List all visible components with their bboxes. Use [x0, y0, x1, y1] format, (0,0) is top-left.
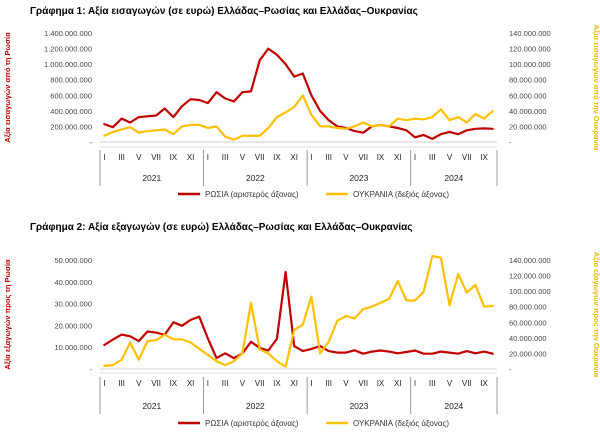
chart-1-right-axis-label: Αξία εισαγωγών από την Ουκρανία [592, 25, 600, 151]
chart-1-month-label: XI [394, 153, 402, 162]
chart-2-month-label: III [325, 379, 332, 388]
chart-2-month-label: VII [462, 379, 472, 388]
chart-2-left-axis-label: Αξία εξαγωγών προς τη Ρωσία [3, 259, 12, 370]
chart-2-right-tick: 100.000.000 [509, 287, 551, 296]
chart-1-left-tick: 800.000.000 [50, 76, 92, 85]
chart-2-right-tick: 20.000.000 [509, 349, 547, 358]
chart-1-year-label: 2022 [246, 173, 265, 183]
chart-1-month-label: IX [377, 153, 385, 162]
chart-1-series-russia-line [103, 47, 494, 140]
chart-1-month-label: I [207, 153, 209, 162]
chart-2-legend-ukraine-label: ΟΥΚΡΑΝΙΑ (δεξιός άξονας) [353, 419, 449, 428]
chart-1-year-label: 2024 [444, 173, 463, 183]
chart-2-month-label: XI [290, 379, 298, 388]
chart-1-month-label: XI [290, 153, 298, 162]
chart-2-month-label: IX [170, 379, 178, 388]
chart-2-year-label: 2024 [444, 401, 463, 411]
chart-1-right-tick: 120.000.000 [509, 45, 551, 54]
chart-2-month-label: VII [358, 379, 368, 388]
chart-2-month-label: IX [480, 379, 488, 388]
chart-1-month-label: VII [255, 153, 265, 162]
chart-2-month-label: V [447, 379, 453, 388]
chart-1-right-tick: 100.000.000 [509, 60, 551, 69]
chart-2-month-label: III [118, 379, 125, 388]
chart-1-title: Γράφημα 1: Αξία εισαγωγών (σε ευρώ) Ελλά… [30, 6, 418, 17]
chart-1-month-label: III [429, 153, 436, 162]
chart-1-right-tick: 40.000.000 [509, 107, 547, 116]
chart-2-right-tick: 120.000.000 [509, 272, 551, 281]
chart-2-left-tick: 10.000.000 [54, 343, 92, 352]
chart-1-right-tick: 140.000.000 [509, 29, 551, 38]
chart-1-left-tick: 600.000.000 [50, 91, 92, 100]
chart-1-month-label: III [118, 153, 125, 162]
chart-2-left-tick: 30.000.000 [54, 300, 92, 309]
chart-1-legend-russia-label: ΡΩΣΙΑ (αριστερός άξονας) [205, 190, 299, 199]
chart-1-month-label: V [136, 153, 142, 162]
chart-2-right-tick: 140.000.000 [509, 256, 551, 265]
chart-1-month-label: VII [462, 153, 472, 162]
chart-1-series-ukraine-line [103, 94, 494, 141]
chart-2-right-tick: 40.000.000 [509, 334, 547, 343]
chart-2-month-label: VII [151, 379, 161, 388]
chart-2-month-label: VII [255, 379, 265, 388]
chart-1-month-label: V [343, 153, 349, 162]
chart-1-left-tick: 1.200.000.000 [44, 45, 92, 54]
chart-2-month-label: I [103, 379, 105, 388]
chart-1-month-label: VII [358, 153, 368, 162]
chart-2-year-label: 2022 [246, 401, 265, 411]
chart-2-year-label: 2021 [142, 401, 161, 411]
chart-1-month-label: V [240, 153, 246, 162]
chart-2-title: Γράφημα 2: Αξία εξαγωγών (σε ευρώ) Ελλάδ… [30, 222, 413, 233]
chart-1-left-tick: - [90, 138, 93, 147]
chart-2-month-label: III [429, 379, 436, 388]
chart-1-month-label: V [447, 153, 453, 162]
chart-1-month-label: I [103, 153, 105, 162]
chart-1-right-tick: 20.000.000 [509, 122, 547, 131]
chart-2-legend-russia-label: ΡΩΣΙΑ (αριστερός άξονας) [205, 419, 299, 428]
chart-1-month-label: III [222, 153, 229, 162]
chart-2-month-label: XI [187, 379, 195, 388]
chart-1-month-label: I [414, 153, 416, 162]
chart-1-left-tick: 1.000.000.000 [44, 60, 92, 69]
chart-1-right-tick: - [509, 138, 512, 147]
chart-2-month-label: V [343, 379, 349, 388]
chart-2-left-tick: - [90, 365, 93, 374]
chart-2-month-label: IX [273, 379, 281, 388]
chart-2-right-tick: 80.000.000 [509, 303, 547, 312]
chart-2-right-tick: 60.000.000 [509, 318, 547, 327]
chart-2-month-label: XI [394, 379, 402, 388]
chart-1-left-axis-label: Αξία εισαγωγών από τη Ρωσία [3, 32, 12, 143]
chart-2-month-label: IX [377, 379, 385, 388]
chart-1-legend-ukraine-label: ΟΥΚΡΑΝΙΑ (δεξιός άξονας) [353, 190, 449, 199]
chart-2-series-russia-line [103, 270, 494, 360]
chart-2-right-tick: - [509, 365, 512, 374]
chart-2-left-tick: 40.000.000 [54, 278, 92, 287]
chart-1-month-label: III [325, 153, 332, 162]
chart-1-month-label: I [310, 153, 312, 162]
chart-2-month-label: V [136, 379, 142, 388]
chart-1-month-label: VII [151, 153, 161, 162]
chart-1-right-tick: 80.000.000 [509, 76, 547, 85]
chart-1-year-label: 2021 [142, 173, 161, 183]
chart-1-year-label: 2023 [349, 173, 368, 183]
chart-2-right-axis-label: Αξία εξαγωγών προς την Ουκρανία [592, 252, 600, 378]
chart-1-month-label: IX [480, 153, 488, 162]
chart-1-right-tick: 60.000.000 [509, 91, 547, 100]
chart-2-month-label: V [240, 379, 246, 388]
chart-2-month-label: I [310, 379, 312, 388]
chart-2-month-label: III [222, 379, 229, 388]
chart-2-month-label: I [207, 379, 209, 388]
chart-1-left-tick: 1.400.000.000 [44, 29, 92, 38]
chart-2-left-tick: 50.000.000 [54, 256, 92, 265]
chart-2-year-label: 2023 [349, 401, 368, 411]
chart-1-month-label: IX [170, 153, 178, 162]
chart-1-left-tick: 200.000.000 [50, 122, 92, 131]
chart-1-month-label: IX [273, 153, 281, 162]
chart-2-left-tick: 20.000.000 [54, 321, 92, 330]
chart-1-month-label: XI [187, 153, 195, 162]
chart-2-month-label: I [414, 379, 416, 388]
chart-1-left-tick: 400.000.000 [50, 107, 92, 116]
chart-2-series-ukraine-line [103, 255, 494, 368]
